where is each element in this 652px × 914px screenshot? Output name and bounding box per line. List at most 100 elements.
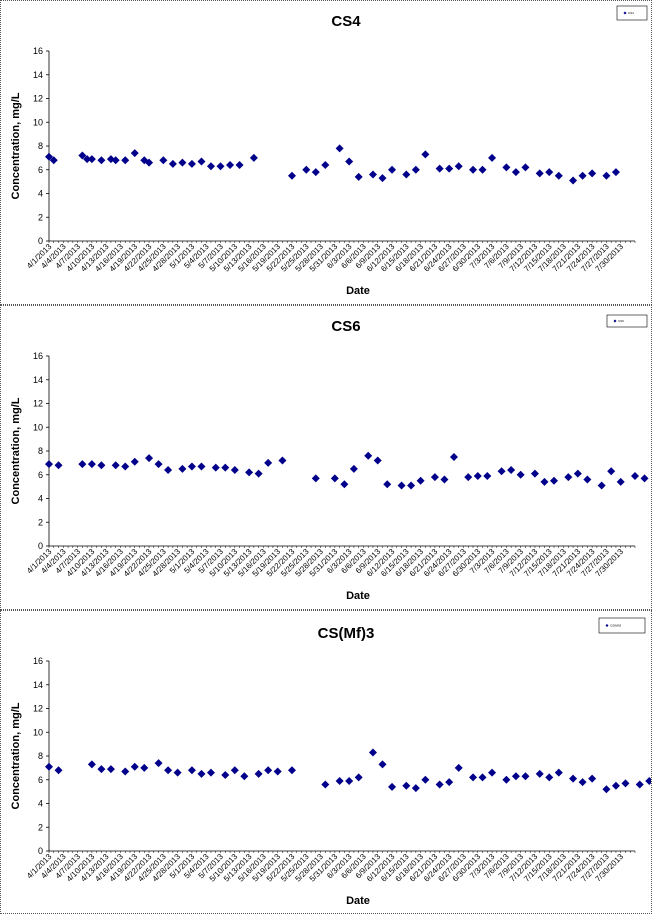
- data-point: [388, 782, 397, 791]
- data-point: [435, 780, 444, 789]
- data-point: [87, 760, 96, 769]
- data-point: [569, 774, 578, 783]
- data-point: [145, 158, 154, 167]
- data-point: [197, 157, 206, 166]
- y-tick-label: 2: [38, 517, 43, 527]
- data-point: [488, 153, 497, 162]
- data-point: [611, 781, 620, 790]
- data-point: [388, 165, 397, 174]
- data-point: [130, 149, 139, 158]
- y-tick-label: 2: [38, 822, 43, 832]
- data-point: [545, 168, 554, 177]
- data-point: [178, 464, 187, 473]
- chart-title: CS(Mf)3: [318, 625, 375, 642]
- data-point: [164, 766, 173, 775]
- data-point: [430, 473, 439, 482]
- chart-title: CS4: [331, 13, 361, 30]
- data-point: [145, 454, 154, 463]
- legend-label: CS4: [628, 11, 634, 15]
- data-point: [511, 168, 520, 177]
- data-point: [507, 466, 516, 474]
- data-point: [402, 170, 411, 179]
- legend: CS4: [616, 5, 648, 21]
- y-tick-label: 6: [38, 165, 43, 175]
- data-point: [83, 155, 92, 164]
- data-point: [340, 480, 349, 489]
- data-point: [621, 779, 630, 788]
- y-tick-label: 14: [33, 70, 43, 80]
- data-point: [535, 769, 544, 778]
- data-point: [249, 153, 258, 162]
- data-point: [287, 171, 296, 180]
- data-point: [54, 766, 63, 775]
- data-point: [130, 762, 139, 771]
- data-point: [373, 456, 382, 465]
- y-axis-title: Concentration, mg/L: [10, 397, 22, 504]
- data-point: [226, 161, 235, 169]
- y-tick-label: 12: [33, 704, 43, 714]
- data-point: [545, 773, 554, 782]
- data-point: [345, 776, 354, 785]
- data-point: [311, 474, 320, 483]
- data-point: [521, 772, 530, 781]
- data-point: [368, 170, 377, 179]
- data-point: [159, 156, 168, 165]
- data-point: [368, 748, 377, 757]
- data-point: [540, 477, 549, 486]
- data-point: [516, 470, 525, 479]
- data-point: [49, 156, 58, 165]
- data-point: [602, 171, 611, 180]
- data-point: [488, 768, 497, 777]
- legend-label: CS6: [618, 319, 624, 323]
- data-point: [397, 481, 406, 490]
- data-point: [111, 461, 120, 470]
- data-point: [578, 171, 587, 180]
- x-axis-title: Date: [346, 590, 370, 602]
- data-point: [402, 781, 411, 790]
- y-tick-label: 0: [38, 541, 43, 551]
- data-point: [530, 469, 539, 478]
- legend-marker: [605, 624, 609, 627]
- data-point: [521, 163, 530, 172]
- legend: CS6: [606, 314, 648, 328]
- data-point: [497, 467, 506, 476]
- data-point: [78, 460, 87, 469]
- data-point: [111, 156, 120, 165]
- legend-box: [616, 5, 648, 21]
- data-point: [254, 469, 263, 478]
- data-point: [264, 766, 273, 775]
- legend: CS(Mf)3: [598, 617, 646, 634]
- y-tick-label: 6: [38, 470, 43, 480]
- chart-panel-cs4: CS4 CS4 0 2 4 6 8 10 12 14 16 Concentration, mg/L 4/…: [0, 0, 652, 305]
- data-point: [235, 161, 244, 169]
- data-point: [502, 163, 511, 172]
- data-point: [154, 759, 163, 768]
- data-point: [449, 452, 458, 461]
- y-tick-label: 14: [33, 375, 43, 385]
- data-point: [445, 778, 454, 787]
- x-axis-title: Date: [346, 895, 370, 907]
- data-point: [187, 766, 196, 775]
- data-point: [411, 165, 420, 174]
- data-point: [349, 464, 358, 473]
- data-point: [478, 773, 487, 782]
- data-point: [106, 765, 115, 774]
- data-point: [583, 475, 592, 484]
- data-point: [45, 460, 53, 469]
- y-tick-label: 10: [33, 727, 43, 737]
- y-axis-title: Concentration, mg/L: [10, 702, 22, 809]
- data-point: [206, 162, 215, 171]
- data-point: [478, 165, 487, 174]
- data-point: [611, 168, 620, 177]
- data-point: [178, 158, 187, 167]
- legend-marker: [623, 11, 627, 15]
- data-point: [645, 776, 651, 785]
- data-point: [130, 457, 139, 466]
- legend-box: [606, 314, 648, 328]
- data-point: [287, 766, 296, 775]
- data-point: [511, 772, 520, 781]
- y-tick-label: 4: [38, 189, 43, 199]
- data-point: [206, 768, 215, 777]
- chart-panel-cs6: CS6 CS6 0 2 4 6 8 10 12 14 16 Concentration, mg/L 4/…: [0, 305, 652, 610]
